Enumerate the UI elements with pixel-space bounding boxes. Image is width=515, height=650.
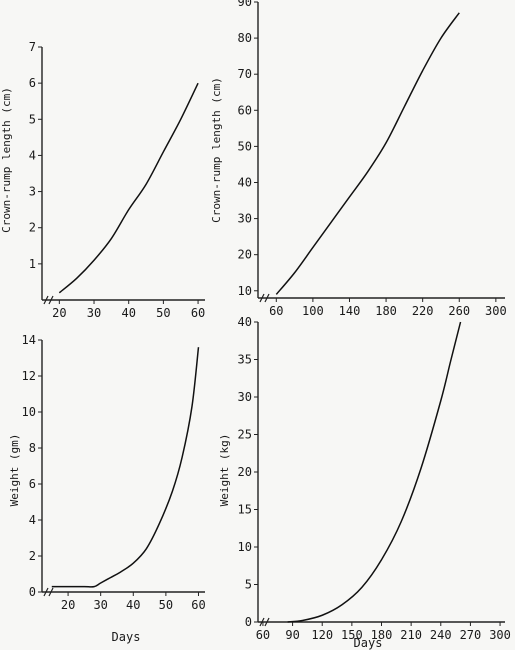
x-tick-label: 30 xyxy=(93,598,107,612)
x-tick-label: 240 xyxy=(430,628,452,642)
y-tick-label: 40 xyxy=(238,315,252,329)
y-tick-label: 20 xyxy=(238,465,252,479)
x-tick-label: 140 xyxy=(339,304,361,318)
x-tick-label: 60 xyxy=(269,304,283,318)
x-tick-label: 180 xyxy=(375,304,397,318)
x-tick-label: 50 xyxy=(159,598,173,612)
x-tick-label: 300 xyxy=(489,628,511,642)
y-tick-label: 0 xyxy=(29,585,36,599)
axis-break-mark xyxy=(259,617,270,627)
data-curve xyxy=(58,82,199,294)
x-tick-label: 120 xyxy=(311,628,333,642)
x-tick-label: 60 xyxy=(256,628,270,642)
x-tick-label: 260 xyxy=(448,304,470,318)
panel-d-weight-kilograms: 60 90 120 150 180 210 240 270 300 0 5 10 15 20 25 30 35 4… xyxy=(218,315,511,650)
panel-b-crown-rump-length-late: 60 100 140 180 220 260 300 10 20 30 40 50 60 70 80 90 Cr… xyxy=(210,0,507,318)
y-tick-label: 5 xyxy=(29,112,36,126)
y-axis-label: Crown-rump length (cm) xyxy=(210,77,223,223)
y-tick-label: 35 xyxy=(238,353,252,367)
y-tick-label: 25 xyxy=(238,428,252,442)
x-tick-label: 270 xyxy=(460,628,482,642)
y-tick-label: 15 xyxy=(238,503,252,517)
y-tick-label: 70 xyxy=(238,67,252,81)
panel-a-crown-rump-length-early: 20 30 40 50 60 1 2 3 4 5 6 7 Crown-rump length (cm) xyxy=(0,40,205,320)
y-tick-label: 30 xyxy=(238,212,252,226)
axis-break-mark xyxy=(43,587,54,597)
y-tick-label: 50 xyxy=(238,139,252,153)
data-curve xyxy=(275,12,460,295)
x-axis-label: Days xyxy=(112,630,141,644)
y-tick-label: 10 xyxy=(22,405,36,419)
data-curve xyxy=(287,321,462,623)
y-tick-label: 80 xyxy=(238,31,252,45)
y-tick-label: 4 xyxy=(29,513,36,527)
x-tick-label: 20 xyxy=(52,306,66,320)
y-tick-label: 2 xyxy=(29,221,36,235)
axis-break-mark xyxy=(43,295,54,305)
y-tick-label: 90 xyxy=(238,0,252,9)
y-tick-label: 1 xyxy=(29,257,36,271)
x-tick-label: 180 xyxy=(371,628,393,642)
y-tick-label: 0 xyxy=(245,615,252,629)
x-tick-label: 100 xyxy=(302,304,324,318)
x-tick-label: 40 xyxy=(126,598,140,612)
y-tick-label: 20 xyxy=(238,248,252,262)
x-tick-label: 50 xyxy=(156,306,170,320)
x-tick-label: 40 xyxy=(121,306,135,320)
x-tick-label: 150 xyxy=(341,628,363,642)
y-tick-label: 5 xyxy=(245,578,252,592)
x-tick-label: 90 xyxy=(285,628,299,642)
x-axis-label: Days xyxy=(354,636,383,650)
data-curve xyxy=(51,347,200,588)
y-tick-label: 8 xyxy=(29,441,36,455)
y-tick-label: 3 xyxy=(29,185,36,199)
y-axis-label: Crown-rump length (cm) xyxy=(0,87,13,233)
y-tick-label: 10 xyxy=(238,284,252,298)
y-tick-label: 6 xyxy=(29,76,36,90)
y-tick-label: 60 xyxy=(238,103,252,117)
x-tick-label: 210 xyxy=(400,628,422,642)
y-tick-label: 6 xyxy=(29,477,36,491)
x-tick-label: 20 xyxy=(61,598,75,612)
x-tick-label: 30 xyxy=(87,306,101,320)
y-tick-label: 14 xyxy=(22,333,36,347)
y-tick-label: 30 xyxy=(238,390,252,404)
y-tick-label: 12 xyxy=(22,369,36,383)
y-tick-label: 2 xyxy=(29,549,36,563)
y-tick-label: 7 xyxy=(29,40,36,54)
y-axis-label: Weight (gm) xyxy=(8,434,21,507)
axis-break-mark xyxy=(259,293,270,303)
y-tick-label: 40 xyxy=(238,175,252,189)
x-tick-label: 300 xyxy=(485,304,507,318)
y-tick-label: 10 xyxy=(238,540,252,554)
x-tick-label: 60 xyxy=(191,306,205,320)
y-axis-label: Weight (kg) xyxy=(218,434,231,507)
x-tick-label: 220 xyxy=(412,304,434,318)
panel-c-weight-grams: 20 30 40 50 60 0 2 4 6 8 10 12 14 Weight (gm) Days xyxy=(8,333,206,644)
y-tick-label: 4 xyxy=(29,148,36,162)
x-tick-label: 60 xyxy=(191,598,205,612)
